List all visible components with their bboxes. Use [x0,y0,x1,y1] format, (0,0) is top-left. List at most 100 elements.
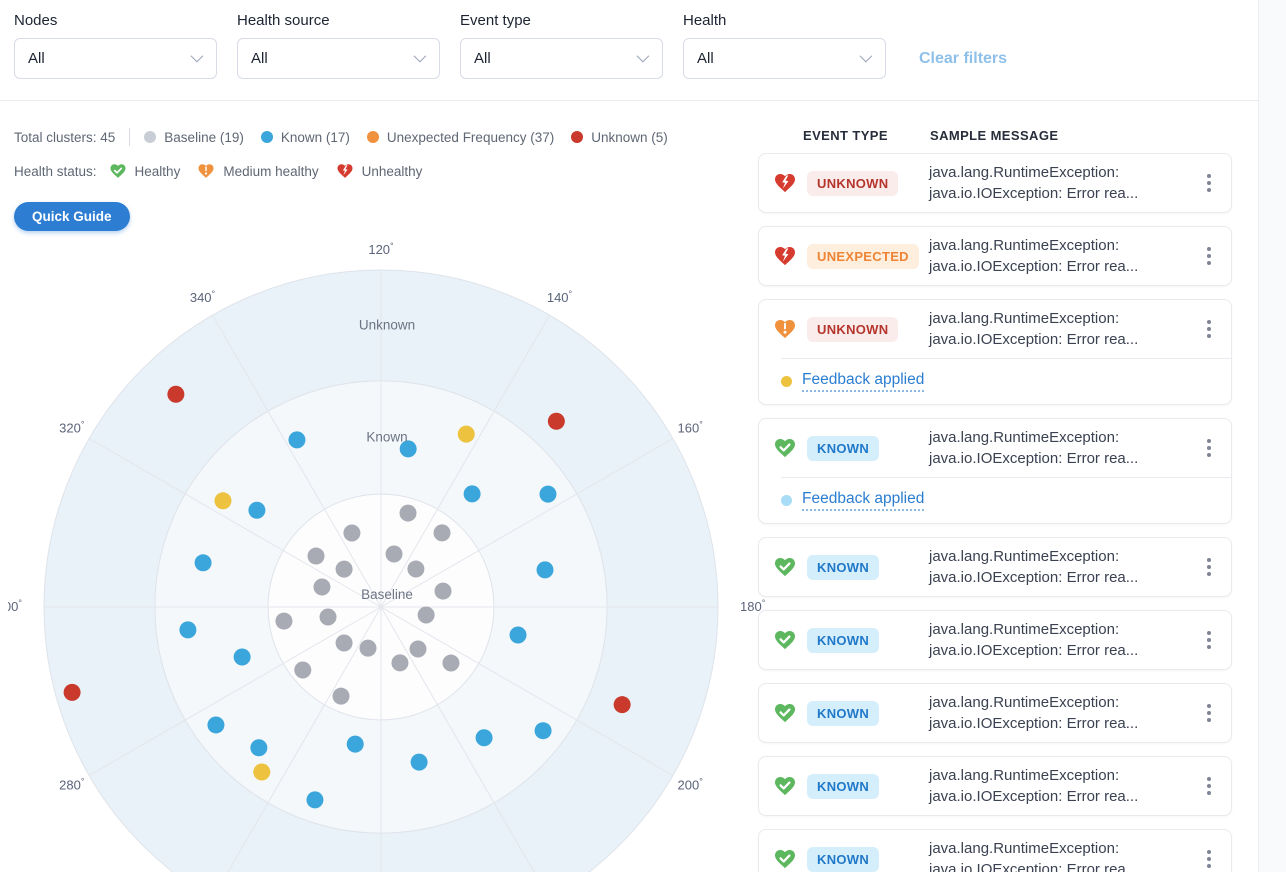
cluster-point-baseline[interactable] [399,504,417,522]
sample-message: java.lang.RuntimeException: java.io.IOEx… [929,236,1139,275]
cluster-point-known[interactable] [539,485,557,503]
cluster-point-known[interactable] [250,739,268,757]
healthy-heart-icon [773,774,797,798]
quick-guide-button[interactable]: Quick Guide [14,202,130,231]
spoke-line [380,438,674,608]
cluster-point-known[interactable] [207,716,225,734]
scrollbar-gutter[interactable] [1258,0,1286,872]
sample-message: java.lang.RuntimeException: java.io.IOEx… [929,163,1139,202]
cluster-point-baseline[interactable] [417,606,435,624]
feedback-divider [781,358,1231,359]
event-row[interactable]: KNOWN java.lang.RuntimeException: java.i… [758,829,1232,872]
feedback-row: Feedback applied [759,359,1231,404]
cluster-point-baseline[interactable] [391,654,409,672]
cluster-point-baseline[interactable] [307,547,325,565]
kebab-menu-icon[interactable] [1201,242,1217,270]
cluster-point-known[interactable] [509,626,527,644]
cluster-point-baseline[interactable] [407,560,425,578]
feedback-applied-link[interactable]: Feedback applied [802,371,925,392]
unhealthy-heart-icon [775,174,795,193]
cluster-point-known[interactable] [475,729,493,747]
kebab-menu-icon[interactable] [1201,772,1217,800]
filter-label: Event type [460,12,531,29]
cluster-point-baseline[interactable] [359,639,377,657]
event-row[interactable]: KNOWN java.lang.RuntimeException: java.i… [758,756,1232,816]
cluster-point-feedback-applied[interactable] [253,763,271,781]
event-row[interactable]: UNKNOWN java.lang.RuntimeException: java… [758,153,1232,213]
kebab-menu-icon[interactable] [1201,699,1217,727]
sample-message: java.lang.RuntimeException: java.io.IOEx… [929,693,1139,732]
nodes-select[interactable]: All [14,38,217,79]
feedback-divider [781,477,1231,478]
chevron-down-icon [636,49,650,62]
cluster-point-baseline[interactable] [335,634,353,652]
cluster-point-feedback-applied[interactable] [457,425,475,443]
cluster-point-unknown[interactable] [167,385,185,403]
cluster-point-known[interactable] [179,621,197,639]
cluster-point-baseline[interactable] [343,524,361,542]
unhealthy-heart-icon [773,171,797,195]
event-row[interactable]: UNEXPECTED java.lang.RuntimeException: j… [758,226,1232,286]
cluster-point-known[interactable] [410,753,428,771]
health-source-select[interactable]: All [237,38,440,79]
event-row[interactable]: KNOWN java.lang.RuntimeException: java.i… [758,537,1232,597]
healthy-heart-icon [773,555,797,579]
cluster-point-baseline[interactable] [313,578,331,596]
header-divider [0,100,1258,101]
event-type-badge: KNOWN [807,700,880,726]
cluster-point-known[interactable] [306,791,324,809]
angle-label: 160° [678,420,704,436]
cluster-point-feedback-applied[interactable] [214,492,232,510]
select-value: All [28,50,45,67]
legend-item-unknown: Unknown (5) [571,130,668,145]
cluster-point-known[interactable] [194,554,212,572]
cluster-point-baseline[interactable] [409,640,427,658]
cluster-point-known[interactable] [463,485,481,503]
cluster-point-baseline[interactable] [332,687,350,705]
event-row[interactable]: KNOWN java.lang.RuntimeException: java.i… [758,610,1232,670]
kebab-menu-icon[interactable] [1201,169,1217,197]
cluster-point-unknown[interactable] [547,412,565,430]
cluster-point-baseline[interactable] [335,560,353,578]
zone-label-unknown: Unknown [359,317,415,332]
kebab-menu-icon[interactable] [1201,626,1217,654]
cluster-point-baseline[interactable] [275,612,293,630]
cluster-point-unknown[interactable] [63,683,81,701]
cluster-point-known[interactable] [346,735,364,753]
healthy-heart-icon [775,777,795,796]
kebab-menu-icon[interactable] [1201,434,1217,462]
cluster-point-known[interactable] [248,501,266,519]
kebab-menu-icon[interactable] [1201,553,1217,581]
kebab-menu-icon[interactable] [1201,315,1217,343]
cluster-point-baseline[interactable] [442,654,460,672]
event-row[interactable]: KNOWN java.lang.RuntimeException: java.i… [758,418,1232,524]
clear-filters-button[interactable]: Clear filters [919,50,1008,67]
sample-message-header: SAMPLE MESSAGE [930,128,1059,143]
cluster-point-baseline[interactable] [433,524,451,542]
cluster-point-known[interactable] [288,431,306,449]
sample-message: java.lang.RuntimeException: java.io.IOEx… [929,839,1139,872]
unhealthy-heart-icon [775,247,795,266]
cluster-point-unknown[interactable] [613,696,631,714]
cluster-point-baseline[interactable] [385,545,403,563]
cluster-point-known[interactable] [233,648,251,666]
feedback-applied-link[interactable]: Feedback applied [802,490,925,511]
legend-dot-icon [366,131,379,143]
cluster-point-known[interactable] [536,561,554,579]
cluster-legend: Total clusters: 45 Baseline (19) Known (1… [14,128,685,146]
cluster-point-known[interactable] [399,440,417,458]
health-select[interactable]: All [683,38,886,79]
cluster-point-baseline[interactable] [434,582,452,600]
kebab-menu-icon[interactable] [1201,845,1217,872]
polar-cluster-chart[interactable]: 120°140°160°180°200°220°240°260°280°300°… [0,240,778,872]
cluster-point-baseline[interactable] [294,661,312,679]
event-type-select[interactable]: All [460,38,663,79]
cluster-point-known[interactable] [534,722,552,740]
event-row[interactable]: KNOWN java.lang.RuntimeException: java.i… [758,683,1232,743]
cluster-point-baseline[interactable] [319,608,337,626]
legend-dot-icon [260,131,273,143]
event-row[interactable]: UNKNOWN java.lang.RuntimeException: java… [758,299,1232,405]
legend-dot-icon [144,131,157,143]
spoke-line [88,606,382,776]
